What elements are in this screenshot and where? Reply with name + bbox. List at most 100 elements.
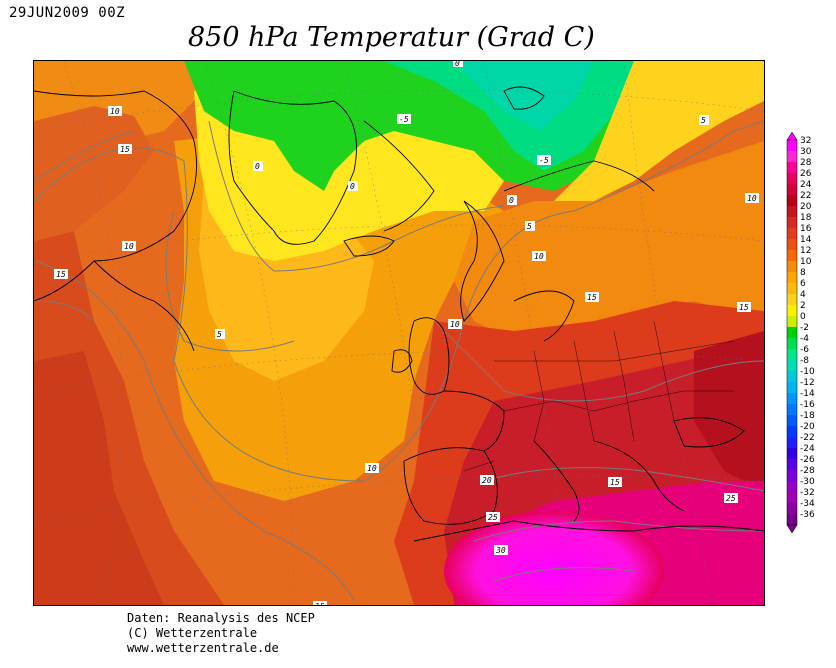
colorbar-swatch	[787, 316, 797, 328]
colorbar-swatch	[787, 382, 797, 394]
data-credits: Daten: Reanalysis des NCEP (C) Wetterzen…	[127, 611, 315, 656]
coast-greenland	[228, 90, 357, 245]
credit-url[interactable]: www.wetterzentrale.de	[127, 641, 279, 655]
map-title: 850 hPa Temperatur (Grad C)	[188, 22, 595, 53]
coast-svalbard	[503, 86, 545, 110]
colorbar-swatch	[787, 448, 797, 460]
colorbar-tick-label: -28	[800, 466, 815, 476]
svg-text:15: 15	[739, 303, 749, 312]
isotherms	[34, 120, 764, 602]
coast-italy	[533, 440, 580, 522]
svg-text:0: 0	[509, 196, 514, 205]
svg-text:25: 25	[488, 513, 498, 522]
contour-label: 25	[486, 512, 500, 522]
colorbar-swatch	[787, 371, 797, 383]
contour-label: 20	[480, 475, 494, 485]
coast-labrador	[93, 260, 195, 352]
colorbar-tick-label: -22	[800, 433, 815, 443]
colorbar-swatch	[787, 217, 797, 229]
colorbar-tick-label: 14	[800, 235, 812, 245]
svg-text:10: 10	[367, 464, 377, 473]
colorbar-tick-label: 30	[800, 147, 812, 157]
colorbar-swatch	[787, 261, 797, 273]
color-scale-legend: 32 30 28 26 24 22 20 18 16 14 12 10 8 6 4 2 0 -2 -4 -6 -8 -10…	[783, 130, 833, 535]
contour-label: 0	[507, 195, 517, 205]
coast-iberia	[403, 447, 498, 525]
colorbar-swatch	[787, 404, 797, 416]
colorbar-tick-label: 0	[800, 312, 806, 322]
svg-text:5: 5	[217, 330, 222, 339]
contour-label: 15	[118, 144, 132, 154]
colorbar-swatch	[787, 360, 797, 372]
colorbar-tick-label: 32	[800, 136, 811, 146]
colorbar-swatch	[787, 140, 797, 152]
svg-text:5: 5	[701, 116, 706, 125]
contour-label: 5	[525, 221, 535, 231]
colorbar-tick-label: -32	[800, 488, 815, 498]
colorbar-tick-label: 10	[800, 257, 812, 267]
coast-canada	[34, 90, 197, 302]
svg-text:15: 15	[587, 293, 597, 302]
contour-label: 0	[453, 61, 463, 68]
colorbar-swatch	[787, 415, 797, 427]
contour-label: 15	[737, 302, 751, 312]
svg-text:15: 15	[315, 602, 325, 605]
contour-label: 5	[699, 115, 709, 125]
contour-label: 10	[365, 463, 379, 473]
temperature-map: 10 15 10 15 0 0 -5 -5 0 5 5 10 10 5 10 1…	[33, 60, 765, 606]
colorbar-swatch	[787, 393, 797, 405]
colorbar-swatch	[787, 327, 797, 339]
svg-text:15: 15	[56, 270, 66, 279]
svg-text:25: 25	[726, 494, 736, 503]
colorbar-swatch	[787, 503, 797, 515]
colorbar-tick-label: 20	[800, 202, 812, 212]
svg-text:15: 15	[610, 478, 620, 487]
contour-label: -5	[537, 155, 551, 165]
contour-label: 5	[215, 329, 225, 339]
colorbar-swatch	[787, 162, 797, 174]
field-west-darker	[34, 351, 164, 605]
colorbar-arrow-down	[786, 524, 798, 534]
colorbar-swatch	[787, 206, 797, 218]
colorbar-tick-label: 2	[800, 301, 806, 311]
colorbar-tick-label: -2	[800, 323, 809, 333]
field-nw2	[34, 106, 154, 241]
svg-text:0: 0	[350, 182, 355, 191]
field-hot-core	[444, 511, 664, 605]
contour-label: 0	[348, 181, 358, 191]
date-label: 29JUN2009 00Z	[9, 5, 126, 21]
svg-text:10: 10	[450, 320, 460, 329]
colorbar-swatch	[787, 349, 797, 361]
colorbar-swatch	[787, 459, 797, 471]
svg-text:-5: -5	[539, 156, 549, 165]
colorbar-tick-label: -30	[800, 477, 815, 487]
contour-label: 30	[494, 545, 508, 555]
coast-ireland	[391, 349, 413, 373]
colorbar-tick-label: 8	[800, 268, 806, 278]
svg-text:30: 30	[495, 546, 506, 555]
colorbar-tick-label: -8	[800, 356, 809, 366]
colorbar-tick-label: -14	[800, 389, 815, 399]
colorbar-swatch	[787, 228, 797, 240]
colorbar-tick-label: 28	[800, 158, 812, 168]
coast-baltic	[513, 290, 575, 342]
colorbar-swatch	[787, 283, 797, 295]
coast-norway-n	[503, 160, 655, 192]
colorbar-tick-label: -6	[800, 345, 809, 355]
colorbar-tick-label: -18	[800, 411, 815, 421]
contour-label: 15	[54, 269, 68, 279]
borders	[463, 320, 735, 472]
coast-blacksea	[673, 417, 745, 448]
contour-label: 0	[253, 161, 263, 171]
contour-label: 15	[585, 292, 599, 302]
colorbar-swatch	[787, 470, 797, 482]
svg-text:10: 10	[747, 194, 757, 203]
contour-label: 10	[448, 319, 462, 329]
svg-text:10: 10	[110, 107, 120, 116]
colorbar-tick-label: 22	[800, 191, 811, 201]
colorbar-swatch	[787, 184, 797, 196]
colorbar-tick-label: -10	[800, 367, 815, 377]
contour-label: 10	[745, 193, 759, 203]
colorbar-tick-label: -20	[800, 422, 815, 432]
colorbar-swatch	[787, 239, 797, 251]
